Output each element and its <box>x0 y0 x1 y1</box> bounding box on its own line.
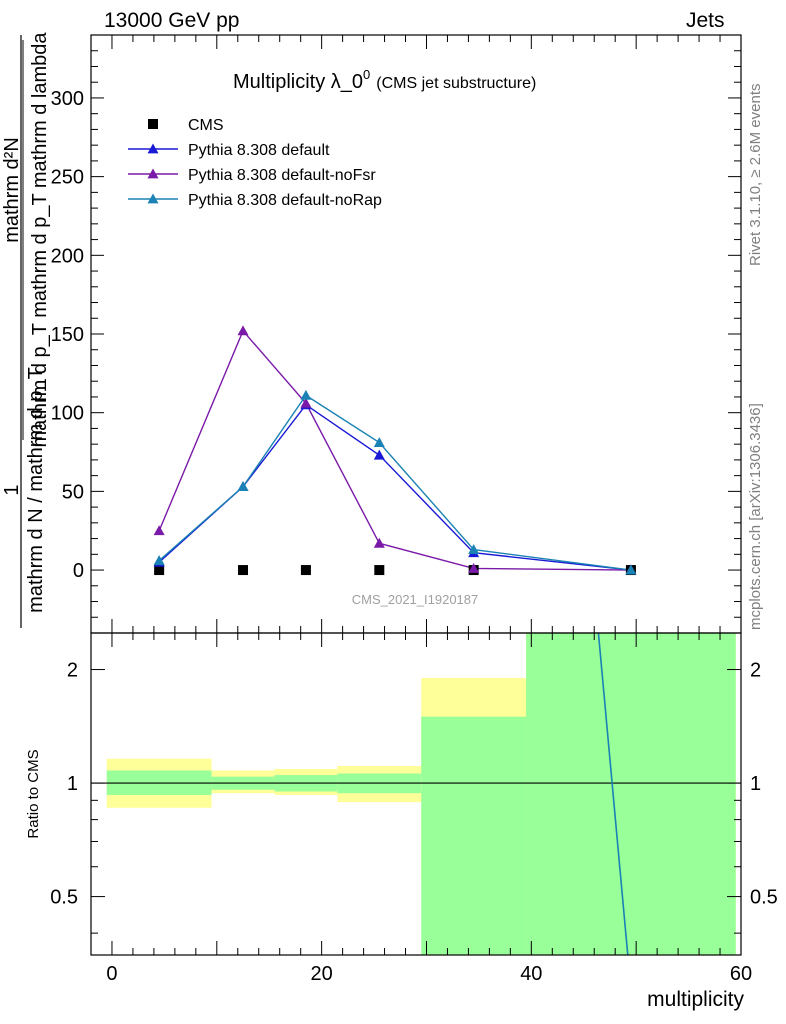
ratio-y-tick-label: 2 <box>67 660 78 682</box>
main-series-line-0 <box>158 403 631 571</box>
ratio-series-line-0 <box>597 632 629 956</box>
ratio-y-axis: 0.5 0.5 1 1 2 2 Ratio to CMS <box>25 660 778 934</box>
ratio-frame <box>90 632 742 956</box>
series-2-point-0 <box>153 525 165 536</box>
series-3-point-3 <box>373 437 385 447</box>
main-y-tick-label: 150 <box>51 324 84 346</box>
main-y-tick-label: 50 <box>62 481 84 503</box>
x-tick-label: 60 <box>730 963 752 985</box>
x-tick-label: 20 <box>311 963 333 985</box>
legend-marker-3 <box>147 193 159 204</box>
main-y-tick-label: 300 <box>51 88 84 110</box>
ratio-green-band-5 <box>526 633 736 955</box>
main-y-tick-label: 200 <box>51 245 84 267</box>
legend-marker-2 <box>147 168 159 179</box>
legend-label-0: CMS <box>188 117 224 134</box>
ratio-y-tick-label-right: 0.5 <box>750 887 778 909</box>
series-2-point-2 <box>300 397 312 408</box>
header-left-label: 13000 GeV pp <box>104 9 240 32</box>
x-tick-label: 40 <box>520 963 542 985</box>
legend-marker-1 <box>147 143 159 154</box>
series-3-point-1 <box>237 481 249 492</box>
main-y-axis: 0 50 100 150 200 250 300 <box>51 34 741 634</box>
legend: CMS Pythia 8.308 default Pythia 8.308 defa… <box>128 117 382 209</box>
main-y-axis-title: 1 mathrm d²N mathrm d p_T mathrm d p_T mat… <box>1 32 51 628</box>
main-series-line-2 <box>158 394 632 571</box>
series-2-point-3 <box>373 537 385 548</box>
main-panel: Multiplicity λ_00(CMS jet substructure)C… <box>128 67 637 607</box>
chart-title-superscript: 0 <box>363 67 370 82</box>
ratio-y-axis-title: Ratio to CMS <box>25 749 42 838</box>
legend-label-2: Pythia 8.308 default-noFsr <box>188 167 376 184</box>
ratio-y-tick-label: 0.5 <box>50 887 78 909</box>
legend-label-3: Pythia 8.308 default-noRap <box>188 192 382 209</box>
header-right-label: Jets <box>686 9 725 32</box>
series-3-point-0 <box>153 555 165 566</box>
series-2-point-4 <box>468 562 480 573</box>
cms-data-point-2 <box>300 565 311 576</box>
series-2-point-1 <box>237 325 249 336</box>
series-3-point-4 <box>468 544 480 554</box>
x-axis-title: multiplicity <box>647 988 744 1011</box>
ratio-y-tick-label: 1 <box>67 773 78 795</box>
main-series-line-1 <box>158 329 631 571</box>
x-tick-label: 0 <box>106 963 117 985</box>
cms-data-point-1 <box>238 565 249 576</box>
main-y-tick-label: 0 <box>73 560 84 582</box>
main-y-tick-label: 250 <box>51 167 84 189</box>
ratio-green-band-4 <box>421 716 527 955</box>
legend-marker-0 <box>148 119 158 129</box>
legend-label-1: Pythia 8.308 default <box>188 142 330 159</box>
cms-data-point-0 <box>154 565 165 576</box>
ratio-y-tick-label-right: 1 <box>750 773 761 795</box>
y-title-numerator: mathrm d²N <box>1 137 23 243</box>
ratio-panel <box>91 632 741 956</box>
chart-title: Multiplicity λ_00(CMS jet substructure) <box>233 67 536 93</box>
series-3-point-5 <box>625 564 637 575</box>
y-title-denominator: mathrm d p_T mathrm d p_T mathrm d lambd… <box>29 32 51 448</box>
ratio-y-tick-label-right: 2 <box>750 660 761 682</box>
cms-data-point-3 <box>374 565 385 576</box>
y-title-left-term: mathrm d N / mathrm d p_T <box>25 367 47 613</box>
series-3-point-2 <box>300 389 312 400</box>
series-1-point-3 <box>373 449 385 460</box>
y-title-prefix: 1 <box>1 484 23 495</box>
chart-subtitle: (CMS jet substructure) <box>376 75 536 92</box>
x-axis: 0 20 40 60 multiplicity <box>106 35 752 1011</box>
analysis-watermark: CMS_2021_I1920187 <box>352 592 479 607</box>
main-y-tick-label: 100 <box>51 403 84 425</box>
